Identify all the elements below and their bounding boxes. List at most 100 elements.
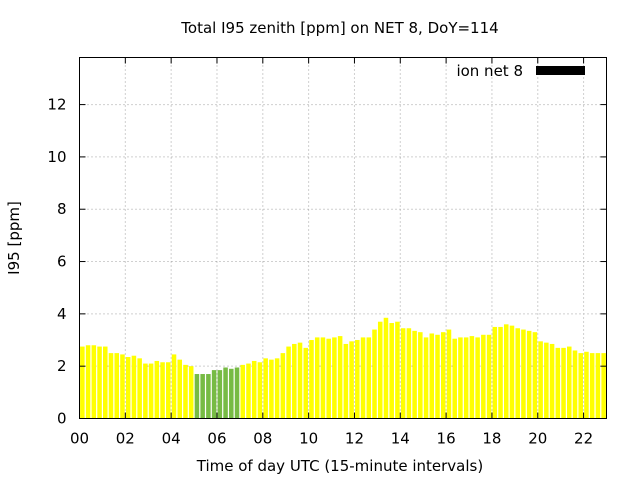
bar [274, 358, 280, 419]
bar [446, 329, 452, 419]
bar [561, 347, 566, 419]
bar [481, 334, 486, 419]
bar [555, 347, 561, 419]
bar [257, 362, 263, 419]
bar [366, 337, 372, 419]
bar [544, 342, 549, 419]
x-tick-label: 10 [299, 430, 318, 448]
bar [217, 370, 223, 419]
tick-marks [79, 57, 607, 419]
bar [166, 362, 171, 419]
bar [549, 343, 555, 419]
bar [148, 363, 154, 419]
bar [137, 358, 142, 419]
bar [389, 323, 394, 419]
y-tick-label: 6 [57, 253, 67, 271]
y-tick-label: 2 [57, 357, 67, 375]
x-tick-label: 00 [70, 430, 89, 448]
bar [320, 337, 326, 419]
chart-title: Total I95 zenith [ppm] on NET 8, DoY=114 [180, 19, 498, 37]
bar [372, 329, 377, 419]
y-axis-label: I95 [ppm] [5, 201, 23, 275]
bar [114, 353, 119, 419]
bar [332, 337, 337, 419]
x-tick-labels: 00 02 04 06 08 10 12 14 16 18 20 22 [70, 430, 593, 448]
bar [463, 337, 469, 419]
bar [440, 332, 446, 419]
y-tick-label: 12 [47, 96, 66, 114]
bar [584, 351, 589, 419]
bar [521, 329, 526, 419]
bar [154, 360, 160, 419]
bar [97, 346, 102, 419]
bar [263, 358, 268, 419]
bar [297, 342, 303, 419]
legend-swatch [536, 66, 585, 75]
bar [360, 337, 366, 419]
y-tick-label: 4 [57, 305, 67, 323]
bar [303, 347, 309, 419]
bar [91, 345, 97, 419]
plot-frame [79, 57, 607, 419]
bar [183, 364, 188, 419]
bar [223, 367, 228, 419]
bar [188, 366, 194, 419]
legend: ion net 8 [456, 62, 585, 80]
bar [349, 341, 354, 419]
y-tick-label: 8 [57, 200, 67, 218]
bar [503, 324, 509, 419]
x-tick-label: 20 [528, 430, 547, 448]
bar [108, 353, 114, 419]
y-tick-label: 0 [57, 410, 67, 428]
bar [435, 334, 440, 419]
bar [314, 337, 320, 419]
bar [383, 317, 389, 419]
bar [601, 353, 606, 419]
x-tick-label: 06 [207, 430, 226, 448]
x-tick-label: 12 [345, 430, 364, 448]
bar [131, 355, 137, 419]
x-tick-label: 22 [574, 430, 593, 448]
bar [400, 328, 406, 419]
bar [194, 374, 200, 419]
bar [103, 346, 108, 419]
x-tick-label: 18 [482, 430, 501, 448]
bar [143, 363, 148, 419]
bar [418, 332, 423, 419]
bar [171, 354, 177, 419]
bar [395, 321, 400, 419]
bar [526, 330, 532, 419]
bars [80, 317, 606, 419]
bar [589, 353, 595, 419]
bar [200, 374, 205, 419]
x-axis-label: Time of day UTC (15-minute intervals) [196, 457, 483, 475]
bar [595, 353, 601, 419]
y-tick-label: 10 [47, 148, 66, 166]
bar [423, 337, 429, 419]
bar [280, 353, 286, 419]
bar [458, 337, 463, 419]
bar [337, 336, 343, 419]
bar [160, 362, 165, 419]
bar [80, 346, 85, 419]
bar [85, 345, 91, 419]
bar [406, 328, 412, 419]
bar [567, 346, 572, 419]
bar [269, 359, 274, 419]
bar [469, 336, 475, 419]
bar [251, 360, 257, 419]
bar [206, 374, 211, 419]
bar [292, 343, 297, 419]
x-tick-label: 02 [116, 430, 135, 448]
bar [377, 321, 383, 419]
bar [492, 326, 498, 419]
bar [429, 333, 435, 419]
x-tick-label: 04 [162, 430, 181, 448]
bar [240, 364, 246, 419]
x-tick-label: 14 [391, 430, 410, 448]
bar [578, 353, 583, 419]
bar [246, 363, 251, 419]
bar [343, 343, 349, 419]
bar [286, 346, 291, 419]
